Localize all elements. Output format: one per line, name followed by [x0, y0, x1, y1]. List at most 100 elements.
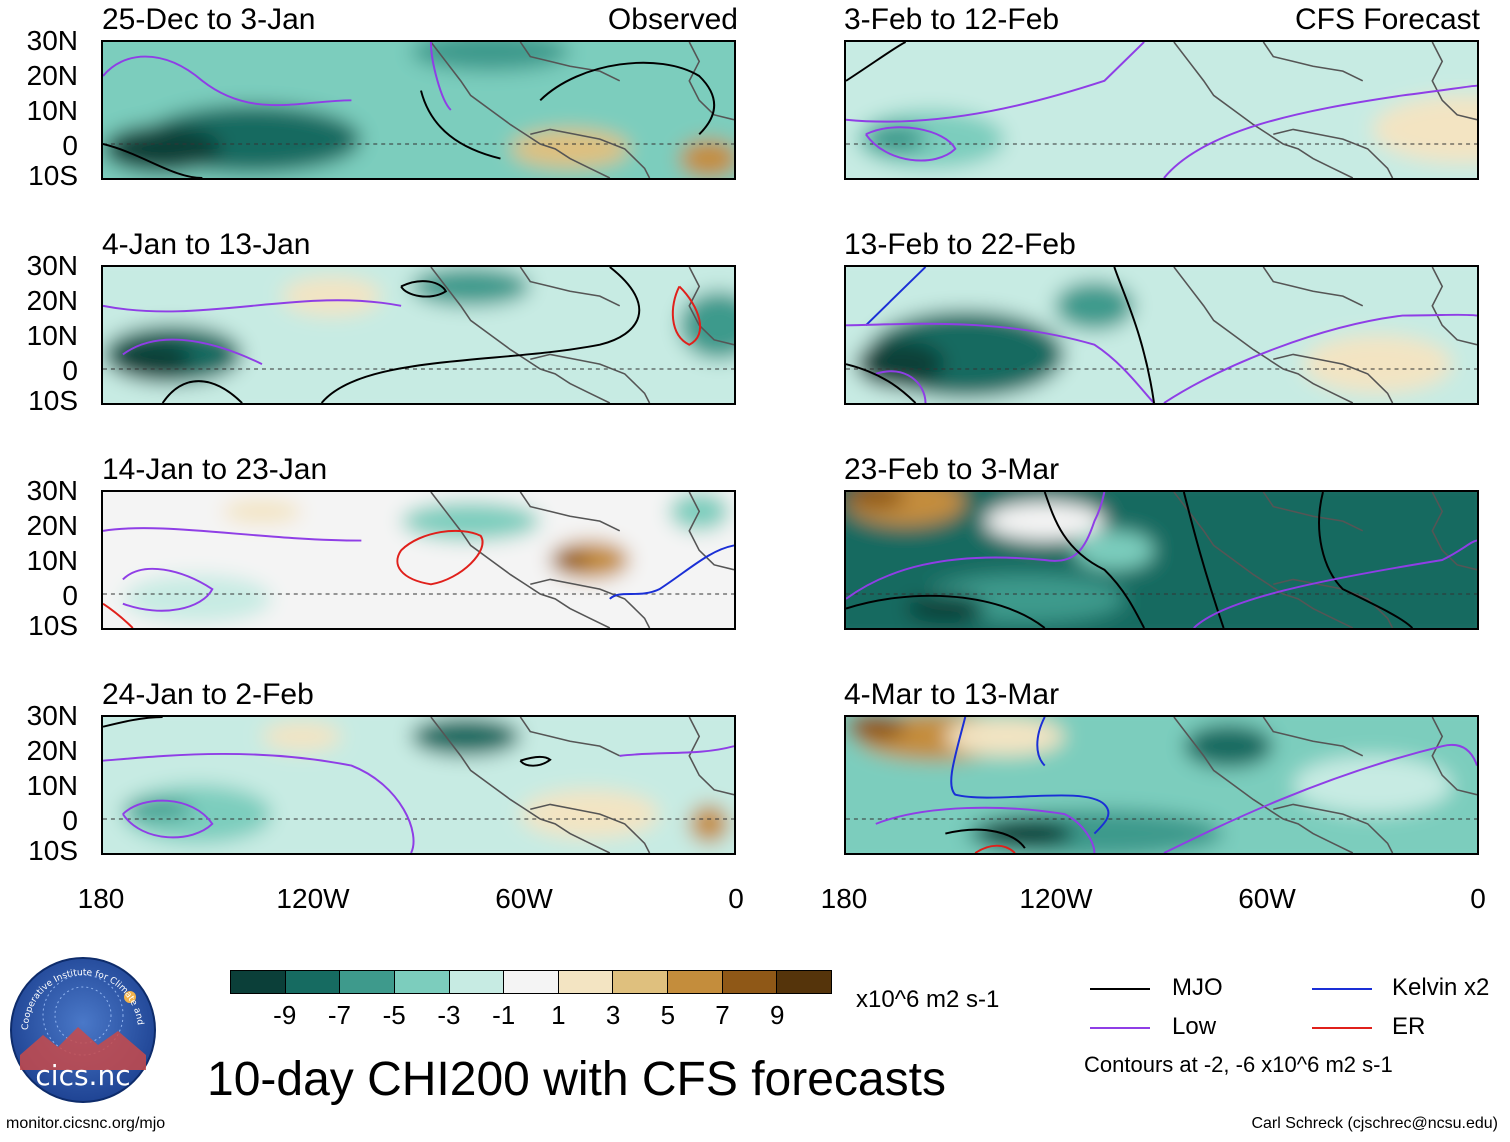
- coastline: [1173, 492, 1477, 628]
- shading-region: [1293, 755, 1453, 815]
- panel-title-4: 24-Jan to 2-Feb: [102, 678, 314, 711]
- coastline: [430, 717, 734, 853]
- footer-url[interactable]: monitor.cicsnc.org/mjo: [6, 1115, 166, 1132]
- y-tick-20n: 20N: [26, 60, 78, 91]
- x-tick-60w-right: 60W: [1238, 883, 1296, 914]
- legend-kelvin-line: [1312, 988, 1372, 990]
- map-panel-forecast-3: [844, 490, 1479, 630]
- panel-title-2: 4-Jan to 13-Jan: [102, 228, 311, 261]
- colorbar-swatch: [777, 971, 832, 993]
- low-contour: [619, 745, 734, 757]
- shading-region: [865, 124, 926, 154]
- mjo-contour: [400, 280, 448, 298]
- colorbar-tick: -3: [437, 1000, 461, 1030]
- y-tick-10s: 10S: [28, 610, 78, 641]
- low-contour: [1163, 744, 1477, 853]
- panel-title-6: 13-Feb to 22-Feb: [844, 228, 1076, 261]
- shading-region: [846, 492, 906, 509]
- colorbar-swatch: [558, 971, 614, 993]
- shading-region: [1303, 335, 1453, 394]
- shading-region: [1183, 724, 1274, 768]
- map-panel-observed-4: [101, 715, 736, 855]
- shading-region: [122, 785, 272, 844]
- panel-title-5: 3-Feb to 12-Feb: [844, 3, 1060, 36]
- colorbar-tick: -1: [492, 1000, 516, 1030]
- low-contour: [122, 567, 214, 612]
- mjo-contour: [519, 755, 552, 767]
- y-tick-20n: 20N: [26, 735, 78, 766]
- y-tick-10n: 10N: [26, 770, 78, 801]
- low-contour: [1163, 313, 1477, 403]
- er-contour: [974, 844, 1016, 853]
- low-contour: [1193, 539, 1477, 628]
- mjo-contour: [103, 717, 163, 728]
- y-tick-10n: 10N: [26, 320, 78, 351]
- low-contour: [846, 492, 1106, 600]
- mjo-contour: [945, 828, 1026, 849]
- legend-kelvin-label: Kelvin x2: [1392, 974, 1490, 1001]
- shading-region: [975, 819, 1075, 849]
- panel-title-7: 23-Feb to 3-Mar: [844, 453, 1060, 486]
- shading-region: [122, 574, 272, 624]
- kelvin-contour: [609, 544, 734, 600]
- y-tick-10s: 10S: [28, 385, 78, 416]
- colorbar-units: x10^6 m2 s-1: [856, 986, 1000, 1013]
- map-shading: [846, 717, 1477, 853]
- mjo-contour: [1113, 267, 1156, 403]
- shading-region: [985, 501, 1105, 541]
- map-shading: [103, 717, 734, 853]
- shading-region: [401, 501, 541, 541]
- coastline: [430, 42, 734, 178]
- observed-label: Observed: [607, 3, 738, 36]
- low-contour: [122, 338, 263, 366]
- x-tick-120w-right: 120W: [1019, 883, 1093, 914]
- legend-mjo-line: [1090, 988, 1150, 990]
- colorbar-tick: -9: [273, 1000, 297, 1030]
- shading-region: [103, 124, 223, 174]
- coastline: [1173, 717, 1477, 853]
- forecast-label: CFS Forecast: [1294, 3, 1480, 36]
- y-tick-0: 0: [62, 580, 78, 611]
- er-contour: [671, 285, 701, 346]
- colorbar-swatch: [613, 971, 669, 993]
- panel-title-3: 14-Jan to 23-Jan: [102, 453, 328, 486]
- colorbar-swatch: [231, 971, 286, 993]
- x-tick-0-right: 0: [1470, 883, 1486, 914]
- er-contour: [396, 529, 484, 586]
- colorbar-tick: 9: [770, 1000, 785, 1030]
- low-contour: [429, 42, 452, 111]
- low-contour: [865, 126, 957, 162]
- shading-region: [510, 129, 630, 169]
- colorbar-swatch: [340, 971, 395, 993]
- map-panel-observed-1: [101, 40, 736, 180]
- contours-note: Contours at -2, -6 x10^6 m2 s-1: [1084, 1052, 1393, 1077]
- shading-region: [945, 717, 1065, 756]
- y-tick-30n: 30N: [26, 700, 78, 731]
- shading-region: [1372, 95, 1477, 164]
- mjo-contour: [420, 90, 501, 160]
- kelvin-contour: [865, 267, 927, 326]
- mjo-contour: [1318, 492, 1414, 628]
- map-shading: [103, 267, 734, 403]
- cicsnc-logo: Cooperative Institute for Climate and Sa…: [8, 955, 156, 1103]
- map-panel-forecast-4: [844, 715, 1479, 855]
- legend-low-line: [1090, 1027, 1150, 1029]
- colorbar-swatch: [394, 971, 450, 993]
- map-panel-forecast-1: [844, 40, 1479, 180]
- main-title: 10-day CHI200 with CFS forecasts: [207, 1053, 946, 1106]
- map-panel-observed-3: [101, 490, 736, 630]
- shading-region: [112, 339, 193, 379]
- colorbar-tick: 3: [605, 1000, 621, 1030]
- y-tick-10n: 10N: [26, 95, 78, 126]
- mjo-contour: [1182, 492, 1225, 628]
- y-tick-10n: 10N: [26, 545, 78, 576]
- x-tick-0-left: 0: [728, 883, 744, 914]
- mjo-contour: [846, 363, 917, 403]
- low-contour: [103, 55, 352, 107]
- shading-region: [222, 499, 302, 524]
- shading-region: [689, 804, 730, 844]
- colorbar-swatch: [722, 971, 778, 993]
- colorbar-tick: -7: [327, 1000, 352, 1030]
- mjo-contour: [320, 267, 641, 403]
- x-tick-60w-left: 60W: [495, 883, 553, 914]
